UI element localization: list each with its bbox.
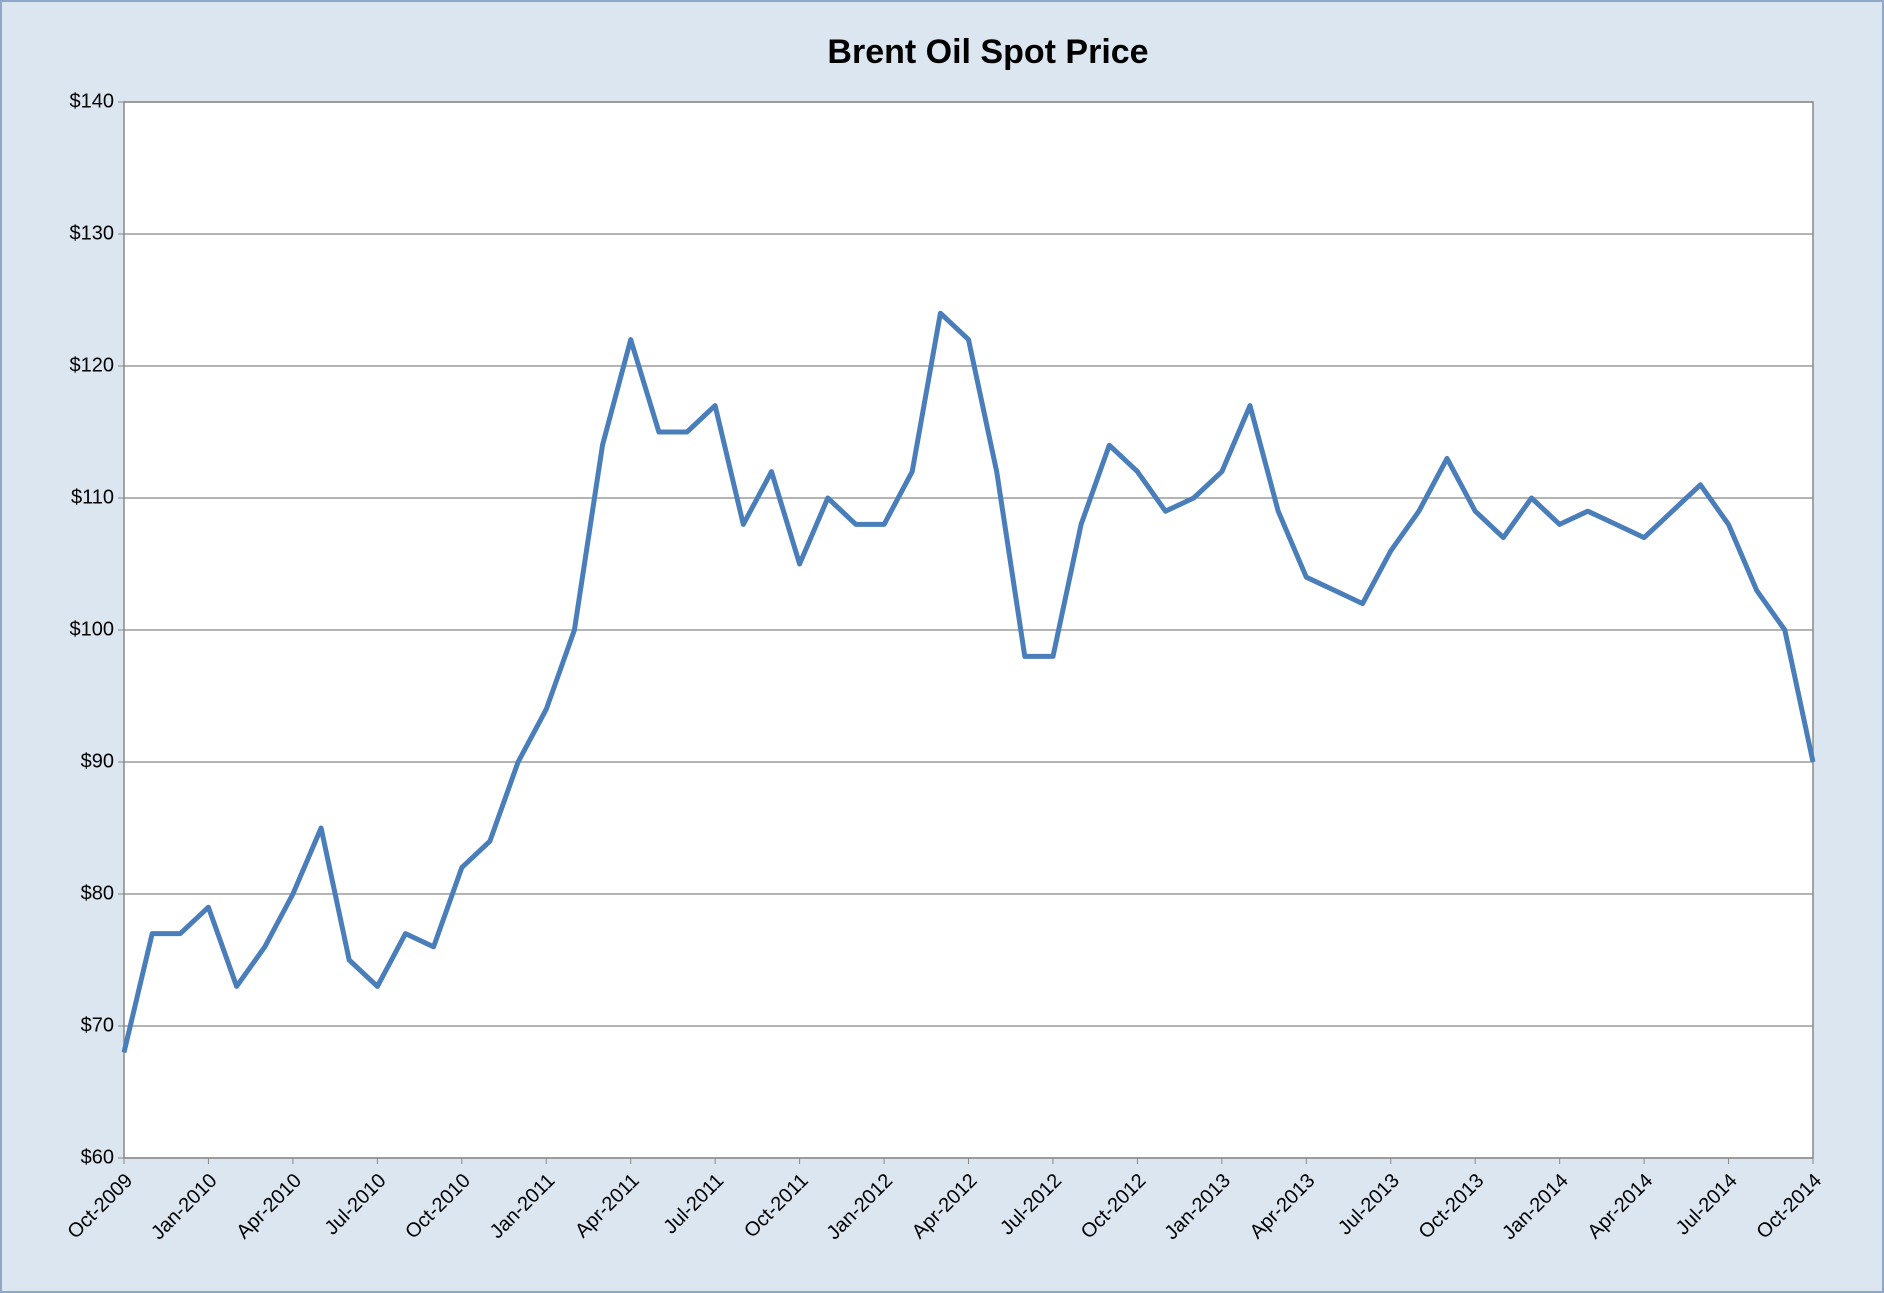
y-tick-label: $100 [70, 618, 115, 640]
y-tick-label: $70 [81, 1014, 114, 1036]
y-tick-label: $90 [81, 750, 114, 772]
price-line [121, 310, 1816, 1053]
y-tick-label: $140 [70, 90, 115, 112]
y-tick-label: $60 [81, 1146, 114, 1168]
y-tick-label: $80 [81, 882, 114, 904]
chart-title: Brent Oil Spot Price [827, 33, 1148, 71]
y-tick-label: $110 [71, 486, 114, 508]
y-tick-label: $130 [70, 222, 115, 244]
y-tick-label: $120 [70, 354, 115, 376]
